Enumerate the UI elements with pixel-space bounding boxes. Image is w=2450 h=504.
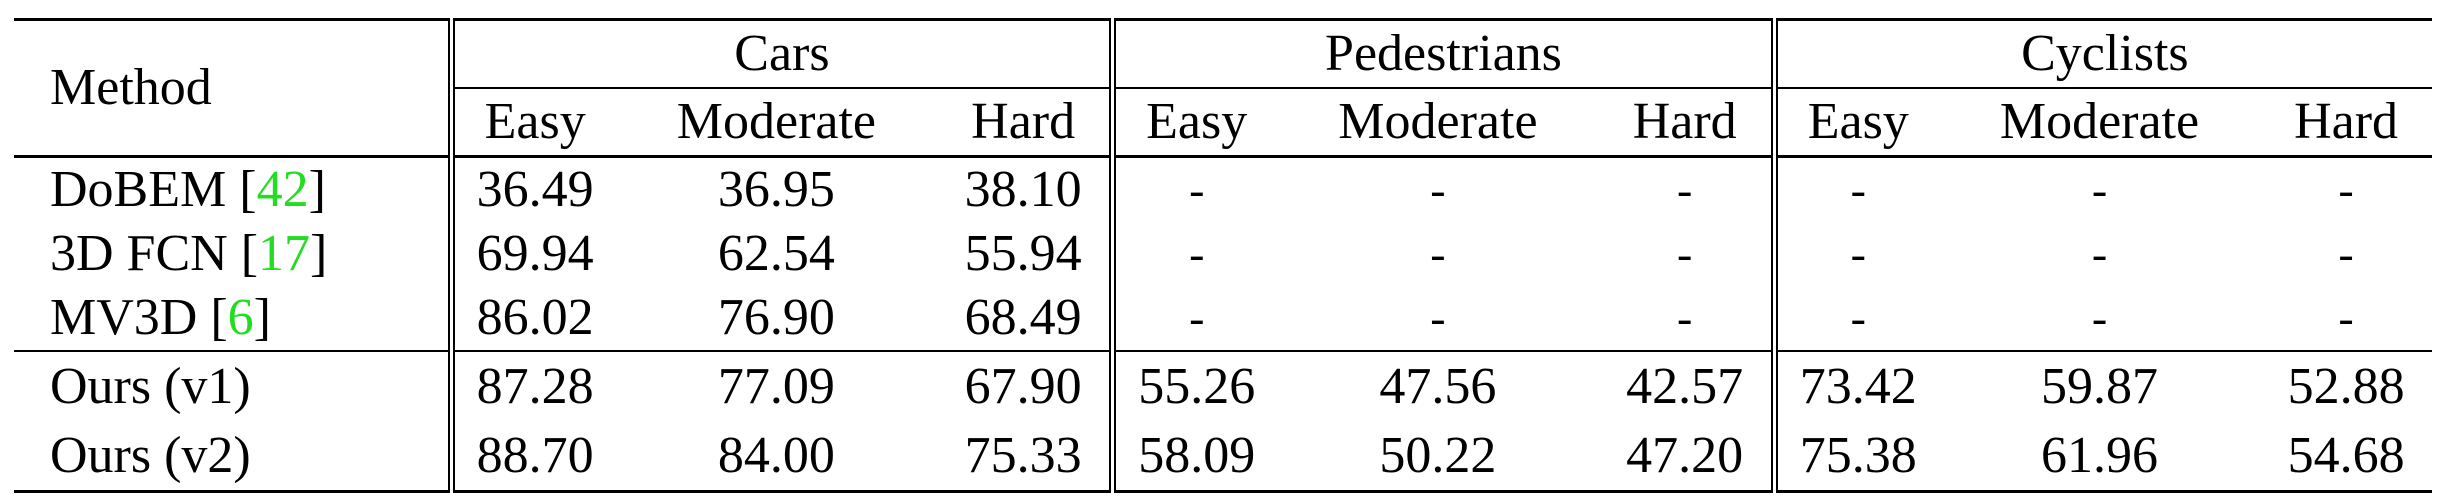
subheader-cars-hard: Hard: [937, 88, 1113, 158]
value-cell: -: [2091, 228, 2108, 279]
table-row: MV3D [6] 86.02 76.90 68.49 - - - - - -: [14, 286, 2432, 351]
subheader-ped-moderate: Moderate: [1277, 88, 1599, 158]
value-cell: -: [1770, 286, 1939, 351]
method-name: Ours (v2): [14, 421, 452, 493]
value-cell: 69.94: [447, 222, 616, 286]
value-cell: 87.28: [447, 350, 616, 421]
value-cell: -: [2338, 228, 2354, 279]
value-cell-best: 61.96: [1938, 421, 2261, 493]
method-name: DoBEM [: [50, 161, 257, 218]
value-cell: 68.49: [964, 289, 1082, 346]
value-cell: 36.95: [717, 161, 835, 218]
value-cell: -: [1109, 222, 1278, 286]
method-cell: DoBEM [42]: [14, 157, 451, 223]
value-cell-best: 84.00: [615, 421, 938, 493]
citation-ref: 6: [227, 289, 254, 346]
value-cell-best: 54.68: [2260, 421, 2432, 493]
value-cell-best: 75.33: [937, 421, 1113, 493]
citation-bracket: ]: [308, 161, 326, 218]
value-cell: -: [1677, 228, 1693, 279]
method-name: 3D FCN [: [50, 225, 259, 282]
value-cell: -: [1109, 156, 1278, 222]
value-cell: 36.49: [447, 156, 616, 222]
value-cell: 42.57: [1598, 350, 1775, 421]
value-cell: -: [1770, 156, 1939, 222]
value-cell-best: 47.20: [1598, 421, 1775, 493]
table-row: 3D FCN [17] 69.94 62.54 55.94 - - - - - …: [14, 222, 2432, 286]
value-cell: 76.90: [717, 289, 835, 346]
value-cell-best: 58.09: [1109, 421, 1278, 493]
citation-bracket: ]: [310, 225, 328, 282]
subheader-cyc-easy: Easy: [1770, 88, 1939, 158]
value-cell: 47.56: [1277, 350, 1599, 421]
citation-ref: 17: [258, 225, 311, 282]
group-header-cars: Cars: [447, 18, 1113, 89]
subheader-cars-easy: Easy: [447, 88, 616, 158]
table-row-ours-v2: Ours (v2) 88.70 84.00 75.33 58.09 50.22 …: [14, 421, 2432, 493]
results-table: Method Cars Pedestrians Cyclists Easy Mo…: [14, 18, 2432, 493]
group-header-cyclists: Cyclists: [1770, 18, 2432, 89]
table-row: DoBEM [42] 36.49 36.95 38.10 - - - - - -: [14, 156, 2432, 223]
value-cell: 55.26: [1109, 350, 1278, 421]
value-cell: 86.02: [447, 286, 616, 351]
value-cell: -: [1677, 292, 1693, 343]
value-cell: -: [1430, 164, 1446, 215]
table-row-ours-v1: Ours (v1) 87.28 77.09 67.90 55.26 47.56 …: [14, 350, 2432, 421]
group-header-pedestrians: Pedestrians: [1109, 18, 1775, 89]
value-cell: 67.90: [937, 350, 1113, 421]
subheader-cars-moderate: Moderate: [615, 88, 938, 158]
citation-ref: 42: [256, 161, 309, 218]
value-cell: 62.54: [717, 225, 835, 282]
value-cell: -: [2091, 164, 2108, 215]
subheader-cyc-hard: Hard: [2260, 88, 2432, 158]
method-cell: 3D FCN [17]: [14, 222, 451, 286]
value-cell: 55.94: [964, 225, 1082, 282]
value-cell: -: [1109, 286, 1278, 351]
value-cell: -: [1677, 164, 1693, 215]
method-name: Ours (v1): [14, 350, 452, 421]
value-cell: -: [1770, 222, 1939, 286]
subheader-ped-hard: Hard: [1598, 88, 1775, 158]
subheader-cyc-moderate: Moderate: [1938, 88, 2261, 158]
value-cell: 52.88: [2260, 350, 2432, 421]
value-cell: -: [1430, 292, 1446, 343]
value-cell: -: [2338, 164, 2354, 215]
value-cell: -: [2338, 292, 2354, 343]
value-cell-best: 88.70: [447, 421, 616, 493]
method-name: MV3D [: [50, 289, 228, 346]
value-cell-best: 75.38: [1770, 421, 1939, 493]
value-cell: 59.87: [1938, 350, 2261, 421]
value-cell: 38.10: [964, 161, 1082, 218]
value-cell: -: [1430, 228, 1446, 279]
citation-bracket: ]: [253, 289, 271, 346]
value-cell-best: 50.22: [1277, 421, 1599, 493]
value-cell: -: [2091, 292, 2108, 343]
method-header: Method: [14, 18, 452, 158]
subheader-ped-easy: Easy: [1109, 88, 1278, 158]
method-cell: MV3D [6]: [14, 286, 451, 351]
value-cell: 77.09: [615, 350, 938, 421]
value-cell: 73.42: [1770, 350, 1939, 421]
